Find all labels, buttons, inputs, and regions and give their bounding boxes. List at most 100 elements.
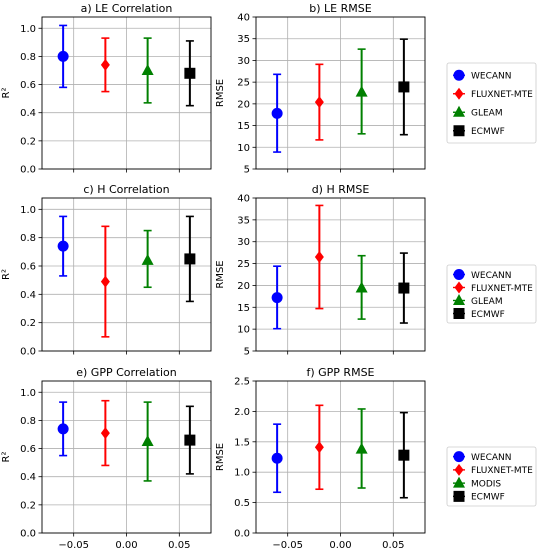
data-point-ecmwf	[184, 253, 196, 265]
legend-entry-gleam: GLEAM	[453, 294, 503, 307]
x-tick-label: 0.05	[382, 540, 404, 550]
series-wecann	[271, 265, 283, 330]
y-axis-label: R²	[1, 269, 12, 280]
y-tick-label: 1.0	[234, 468, 250, 479]
axes-frame	[255, 197, 426, 352]
legend-entry-wecann: WECANN	[453, 269, 512, 281]
data-point-wecann	[57, 423, 69, 435]
panel-f-gpp-rmse: 0.0 0.5 1.0 1.5 2.0 2.5 −0.05 0.00 0.05 f) GPP RM…	[215, 366, 426, 550]
panel-d-h-rmse: 5 10 15 20 25 30 35 40 d) H RMSE RMSE	[215, 183, 426, 358]
y-tick-label: 0.0	[20, 347, 36, 358]
data-point-gleam	[355, 85, 368, 97]
data-point-ecmwf	[184, 434, 196, 446]
legend-label: GLEAM	[471, 297, 503, 307]
legend-marker-fluxnet-mte	[454, 281, 464, 294]
x-tick-label: −0.05	[272, 540, 303, 550]
legend-marker-modis	[453, 476, 465, 488]
legend-entry-gleam: GLEAM	[453, 105, 503, 119]
y-tick-label: 0.4	[20, 290, 36, 301]
legend-marker-fluxnet-mte	[454, 463, 464, 476]
data-point-modis	[141, 435, 154, 447]
x-tick-label: 0.00	[115, 540, 137, 550]
panel-c-h-correlation: 0.0 0.2 0.4 0.6 0.8 1.0 c) H Correlation R²	[1, 183, 212, 358]
data-point-ecmwf	[398, 81, 410, 93]
series-wecann	[57, 24, 69, 89]
y-tick-label: 1.0	[20, 24, 36, 35]
legend-entry-modis: MODIS	[453, 476, 501, 489]
legend-frame	[446, 264, 537, 324]
legend-label: WECANN	[471, 72, 512, 82]
series-gleam	[355, 254, 368, 320]
panel-b-le-rmse: 5 10 15 20 25 30 35 40 b) LE RMSE RMSE	[215, 2, 426, 176]
y-tick-label: 0.8	[20, 416, 36, 427]
y-tick-label: 35	[237, 215, 250, 226]
legend-frame	[446, 446, 537, 507]
y-tick-label: 20	[237, 281, 250, 292]
series-fluxnet-mte	[314, 404, 324, 491]
y-tick-label: 0.2	[20, 318, 36, 329]
y-tick-label: 0.0	[20, 529, 36, 540]
legend-entry-ecmwf: ECMWF	[453, 308, 505, 320]
series-fluxnet-mte	[314, 204, 324, 310]
data-point-gleam	[141, 63, 154, 75]
y-tick-label: 10	[237, 143, 250, 154]
legend-marker-ecmwf	[453, 125, 465, 137]
y-tick-label: 0.4	[20, 108, 36, 119]
legend-marker-ecmwf	[453, 308, 465, 319]
y-axis-label: R²	[1, 452, 12, 463]
series-ecmwf	[184, 215, 196, 303]
legend-marker-gleam	[453, 105, 465, 117]
y-tick-label: 25	[237, 78, 250, 89]
legend-marker-fluxnet-mte	[454, 87, 464, 100]
legend-entry-wecann: WECANN	[453, 451, 512, 463]
data-point-fluxnet-mte	[100, 275, 110, 288]
data-point-gleam	[355, 281, 368, 293]
series-ecmwf	[184, 405, 196, 475]
data-point-gleam	[141, 253, 154, 265]
series-gleam	[355, 48, 368, 135]
y-axis-label: R²	[1, 88, 12, 99]
y-tick-label: 40	[237, 194, 250, 205]
legend-label: WECANN	[471, 271, 512, 281]
y-tick-label: 2.0	[234, 407, 250, 418]
data-point-wecann	[57, 240, 69, 252]
data-point-fluxnet-mte	[100, 427, 110, 440]
data-point-fluxnet-mte	[314, 251, 324, 264]
y-tick-label: 0.2	[20, 136, 36, 147]
legend-row-2: WECANN FLUXNET-MTE GLEAM ECMWF	[446, 264, 537, 324]
data-point-modis	[355, 442, 368, 454]
series-ecmwf	[398, 38, 410, 136]
legend-label: MODIS	[471, 479, 501, 489]
series-gleam	[141, 229, 154, 289]
axes-frame	[41, 16, 212, 170]
legend-label: ECMWF	[471, 127, 505, 137]
legend-frame	[446, 62, 537, 144]
panel-title: d) H RMSE	[312, 183, 370, 196]
axes-frame	[255, 16, 426, 170]
legend-marker-wecann	[453, 69, 465, 81]
legend-label: WECANN	[471, 453, 512, 463]
series-fluxnet-mte	[100, 37, 110, 93]
x-tick-label: 0.00	[329, 540, 351, 550]
data-point-ecmwf	[184, 67, 196, 79]
y-tick-label: 20	[237, 99, 250, 110]
x-tick-label: −0.05	[58, 540, 89, 550]
series-wecann	[57, 215, 69, 277]
data-point-wecann	[57, 50, 69, 62]
legend-label: GLEAM	[471, 109, 503, 119]
axes-frame	[41, 197, 212, 352]
series-gleam	[141, 37, 154, 104]
y-tick-label: 0.6	[20, 444, 36, 455]
y-tick-label: 5	[244, 347, 250, 358]
panel-e-gpp-correlation: 0.0 0.2 0.4 0.6 0.8 1.0 −0.05 0.00 0.05 e) GPP Co…	[1, 366, 212, 550]
legend-label: FLUXNET-MTE	[471, 90, 533, 100]
axes-frame	[255, 380, 426, 534]
legend-entry-fluxnet-mte: FLUXNET-MTE	[453, 463, 533, 476]
y-tick-label: 30	[237, 237, 250, 248]
y-tick-label: 1.0	[20, 205, 36, 216]
series-ecmwf	[398, 252, 410, 324]
panel-title: a) LE Correlation	[81, 2, 173, 15]
series-wecann	[271, 423, 283, 494]
data-point-ecmwf	[398, 282, 410, 294]
